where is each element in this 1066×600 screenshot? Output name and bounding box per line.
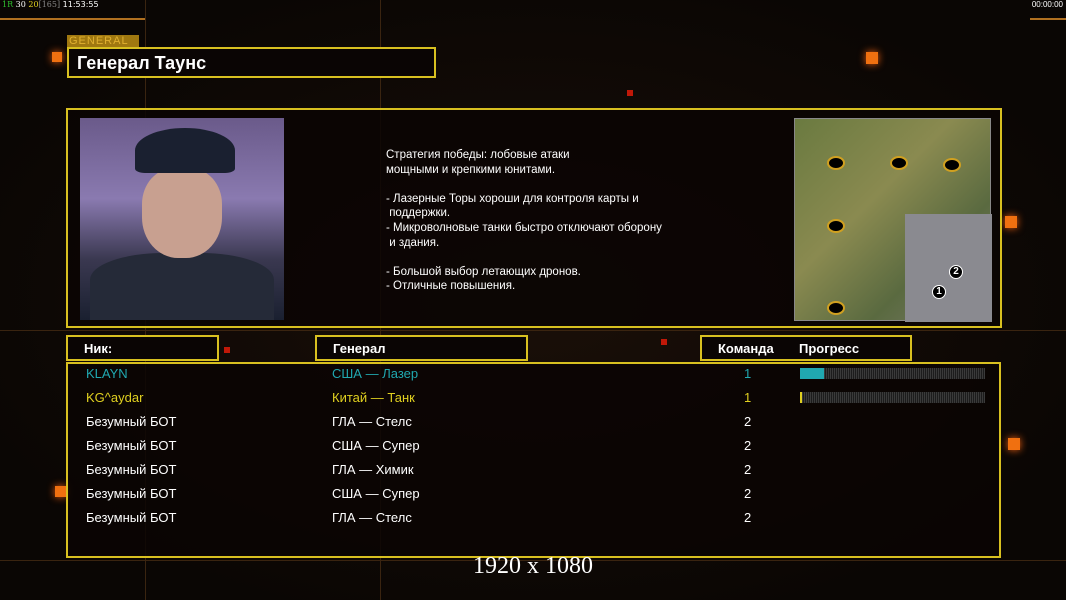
player-row[interactable]: Безумный БОТ ГЛА — Стелс 2 bbox=[86, 414, 986, 438]
resolution-label: 1920 x 1080 bbox=[473, 553, 593, 579]
player-team[interactable]: 2 bbox=[744, 414, 752, 429]
progress-fill bbox=[800, 392, 802, 403]
player-nick: Безумный БОТ bbox=[86, 486, 177, 501]
player-nick: Безумный БОТ bbox=[86, 510, 177, 525]
player-nick: KG^aydar bbox=[86, 390, 144, 405]
start-marker: 2 bbox=[949, 265, 963, 279]
player-general[interactable]: США — Лазер bbox=[332, 366, 419, 381]
player-team[interactable]: 2 bbox=[744, 438, 752, 453]
status-bar: 1R 30 20[165] 11:53:55 bbox=[2, 0, 99, 9]
header-progress: Прогресс bbox=[799, 341, 860, 356]
decor-square bbox=[866, 52, 878, 64]
header-general: Генерал bbox=[315, 335, 528, 361]
start-marker: 1 bbox=[932, 285, 946, 299]
header-team-progress: Команда Прогресс bbox=[700, 335, 912, 361]
general-tag: GENERAL bbox=[67, 35, 139, 48]
player-general[interactable]: ГЛА — Стелс bbox=[332, 510, 412, 525]
player-row[interactable]: Безумный БОТ США — Супер 2 bbox=[86, 438, 986, 462]
player-nick: KLAYN bbox=[86, 366, 128, 381]
player-team[interactable]: 2 bbox=[744, 510, 752, 525]
player-nick: Безумный БОТ bbox=[86, 438, 177, 453]
status-r: 1R bbox=[2, 0, 14, 9]
player-general[interactable]: США — Супер bbox=[332, 438, 420, 453]
player-row[interactable]: Безумный БОТ ГЛА — Химик 2 bbox=[86, 462, 986, 486]
progress-bar bbox=[800, 392, 985, 403]
player-team[interactable]: 1 bbox=[744, 366, 752, 381]
general-description: Стратегия победы: лобовые атаки мощными … bbox=[386, 149, 662, 293]
status-b: 20 bbox=[28, 0, 39, 9]
player-team[interactable]: 1 bbox=[744, 390, 752, 405]
divider bbox=[0, 18, 145, 20]
status-a: 30 bbox=[15, 0, 26, 9]
game-timer: 00:00:00 bbox=[1031, 0, 1063, 9]
decor-square bbox=[1008, 438, 1020, 450]
header-team: Команда bbox=[718, 341, 774, 356]
player-nick: Безумный БОТ bbox=[86, 414, 177, 429]
decor-square bbox=[1005, 216, 1017, 228]
player-general[interactable]: ГЛА — Стелс bbox=[332, 414, 412, 429]
decor-square bbox=[224, 347, 230, 353]
player-team[interactable]: 2 bbox=[744, 486, 752, 501]
player-row[interactable]: KLAYN США — Лазер 1 bbox=[86, 366, 986, 390]
divider bbox=[1030, 18, 1066, 20]
general-portrait bbox=[80, 118, 284, 320]
player-row[interactable]: Безумный БОТ США — Супер 2 bbox=[86, 486, 986, 510]
status-c: [165] bbox=[38, 0, 61, 9]
player-general[interactable]: США — Супер bbox=[332, 486, 420, 501]
decor-square bbox=[52, 52, 62, 62]
player-nick: Безумный БОТ bbox=[86, 462, 177, 477]
player-general[interactable]: Китай — Танк bbox=[332, 390, 415, 405]
general-title: Генерал Таунс bbox=[67, 47, 436, 78]
progress-fill bbox=[800, 368, 825, 379]
divider bbox=[0, 330, 1066, 331]
decor-square bbox=[55, 486, 66, 497]
minimap: 2 1 bbox=[794, 118, 992, 322]
player-general[interactable]: ГЛА — Химик bbox=[332, 462, 414, 477]
player-team[interactable]: 2 bbox=[744, 462, 752, 477]
clock: 11:53:55 bbox=[62, 0, 99, 9]
header-nick: Ник: bbox=[66, 335, 219, 361]
decor-square bbox=[627, 90, 633, 96]
divider bbox=[0, 560, 1066, 561]
player-row[interactable]: KG^aydar Китай — Танк 1 bbox=[86, 390, 986, 414]
player-row[interactable]: Безумный БОТ ГЛА — Стелс 2 bbox=[86, 510, 986, 534]
decor-square bbox=[661, 339, 667, 345]
progress-bar bbox=[800, 368, 985, 379]
